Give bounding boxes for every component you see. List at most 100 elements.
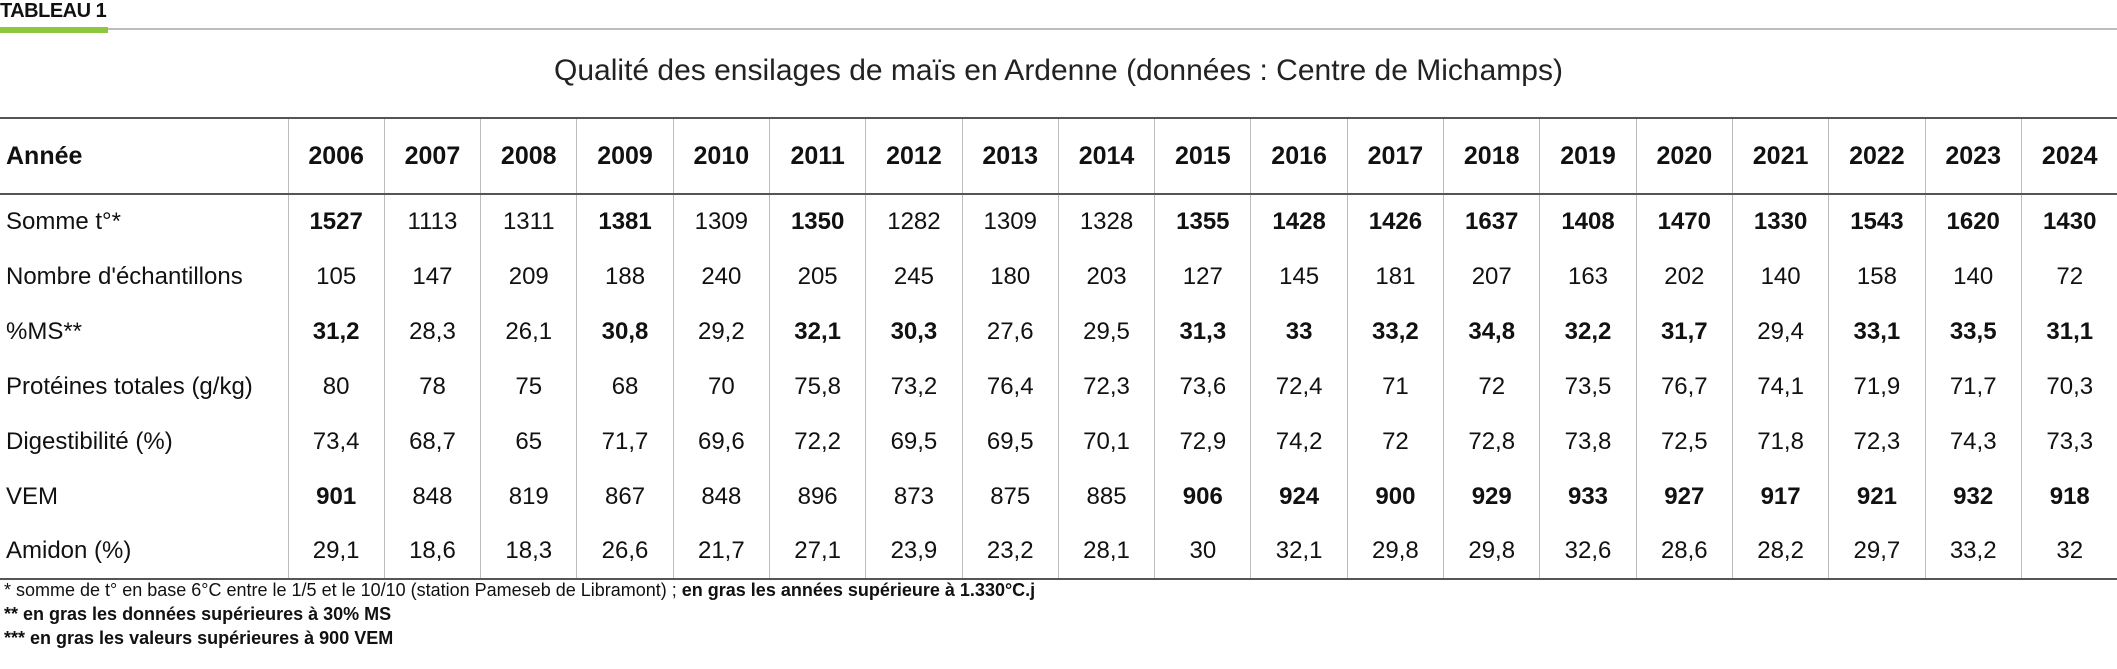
table-cell: 188 bbox=[576, 249, 674, 304]
table-cell: 819 bbox=[480, 469, 578, 524]
table-cell: 1637 bbox=[1443, 194, 1541, 249]
column-header-year: 2020 bbox=[1636, 117, 1733, 195]
data-table: Année 2006 2007 2008 2009 2010 2011 2012 2013 201… bbox=[0, 117, 2117, 580]
table-cell: 1543 bbox=[1828, 194, 1926, 249]
table-cell: 78 bbox=[384, 359, 482, 414]
table-cell: 73,4 bbox=[288, 414, 385, 469]
table-cell: 26,1 bbox=[480, 304, 578, 359]
table-cell: 867 bbox=[576, 469, 674, 524]
table-cell: 34,8 bbox=[1443, 304, 1541, 359]
column-header-year: 2015 bbox=[1154, 117, 1252, 195]
table-cell: 901 bbox=[288, 469, 385, 524]
column-header-year: 2013 bbox=[962, 117, 1059, 195]
table-cell: 933 bbox=[1539, 469, 1637, 524]
table-cell: 71,7 bbox=[1925, 359, 2022, 414]
column-header-year: 2022 bbox=[1828, 117, 1926, 195]
table-cell: 32,6 bbox=[1539, 524, 1637, 580]
table-row: VEM 901 848 819 867 848 896 873 875 885 906 924 900 9… bbox=[0, 469, 2117, 524]
table-cell: 1428 bbox=[1250, 194, 1348, 249]
table-cell: 105 bbox=[288, 249, 385, 304]
footnote-1: * somme de t° en base 6°C entre le 1/5 e… bbox=[4, 578, 1035, 602]
column-header-year: 2012 bbox=[865, 117, 963, 195]
column-header-year: 2008 bbox=[480, 117, 578, 195]
column-header-year: 2010 bbox=[673, 117, 770, 195]
table-cell: 918 bbox=[2049, 482, 2090, 510]
table-row: %MS** 31,2 28,3 26,1 30,8 29,2 32,1 30,3 27,6 29,… bbox=[0, 304, 2117, 359]
row-label: Digestibilité (%) bbox=[0, 414, 289, 469]
table-cell: 1350 bbox=[769, 194, 867, 249]
table-cell: 72,5 bbox=[1636, 414, 1733, 469]
table-cell: 906 bbox=[1154, 469, 1252, 524]
table-cell: 207 bbox=[1443, 249, 1541, 304]
table-cell: 70 bbox=[673, 359, 770, 414]
table-cell: 29,8 bbox=[1347, 524, 1445, 580]
row-label: Nombre d'échantillons bbox=[0, 249, 289, 304]
table-cell: 127 bbox=[1154, 249, 1252, 304]
table-cell: 73,5 bbox=[1539, 359, 1637, 414]
footnotes: * somme de t° en base 6°C entre le 1/5 e… bbox=[4, 578, 1035, 650]
table-cell: 1430 bbox=[2043, 208, 2097, 235]
column-header-year: 2023 bbox=[1925, 117, 2022, 195]
table-cell: 932 bbox=[1925, 469, 2022, 524]
table-cell: 27,1 bbox=[769, 524, 867, 580]
table-cell: 71,7 bbox=[576, 414, 674, 469]
table-cell: 32,1 bbox=[1250, 524, 1348, 580]
table-cell: 31,7 bbox=[1636, 304, 1733, 359]
table-cell: 32,1 bbox=[769, 304, 867, 359]
header-divider bbox=[0, 28, 2117, 30]
table-cell: 27,6 bbox=[962, 304, 1059, 359]
table-cell: 28,1 bbox=[1058, 524, 1156, 580]
column-header-year: 2024 bbox=[2021, 117, 2117, 195]
table-cell: 29,7 bbox=[1828, 524, 1926, 580]
column-header-year: 2017 bbox=[1347, 117, 1445, 195]
column-header-year: 2019 bbox=[1539, 117, 1637, 195]
table-title: Qualité des ensilages de maïs en Ardenne… bbox=[554, 54, 1563, 87]
table-cell: 1355 bbox=[1154, 194, 1252, 249]
table-cell: 1470 bbox=[1636, 194, 1733, 249]
table-cell: 33 bbox=[1250, 304, 1348, 359]
table-cell: 1620 bbox=[1925, 194, 2022, 249]
table-row: Amidon (%) 29,1 18,6 18,3 26,6 21,7 27,1 23,9 23… bbox=[0, 524, 2117, 580]
table-cell: 18,6 bbox=[384, 524, 482, 580]
table-cell: 73,3 bbox=[2046, 427, 2094, 455]
table-cell: 29,1 bbox=[288, 524, 385, 580]
table-cell: 76,7 bbox=[1636, 359, 1733, 414]
table-cell: 30,3 bbox=[865, 304, 963, 359]
column-header-year: 2006 bbox=[288, 117, 385, 195]
table-cell: 28,2 bbox=[1732, 524, 1830, 580]
column-header-year: 2021 bbox=[1732, 117, 1830, 195]
table-cell: 29,2 bbox=[673, 304, 770, 359]
table-cell: 900 bbox=[1347, 469, 1445, 524]
table-cell: 75 bbox=[480, 359, 578, 414]
table-cell: 73,2 bbox=[865, 359, 963, 414]
table-cell: 23,2 bbox=[962, 524, 1059, 580]
table-cell: 145 bbox=[1250, 249, 1348, 304]
table-cell: 1330 bbox=[1732, 194, 1830, 249]
table-cell: 1282 bbox=[865, 194, 963, 249]
table-cell: 80 bbox=[288, 359, 385, 414]
table-cell: 21,7 bbox=[673, 524, 770, 580]
table-cell: 209 bbox=[480, 249, 578, 304]
table-cell: 203 bbox=[1058, 249, 1156, 304]
data-table-container: Année 2006 2007 2008 2009 2010 2011 2012 2013 201… bbox=[0, 117, 2117, 580]
table-cell: 929 bbox=[1443, 469, 1541, 524]
footnote-1-bold: en gras les années supérieure à 1.330°C.… bbox=[681, 580, 1036, 600]
table-cell: 70,1 bbox=[1058, 414, 1156, 469]
table-cell: 875 bbox=[962, 469, 1059, 524]
table-cell: 72 bbox=[2056, 262, 2084, 290]
table-cell: 1381 bbox=[576, 194, 674, 249]
table-cell: 29,8 bbox=[1443, 524, 1541, 580]
table-cell: 917 bbox=[1732, 469, 1830, 524]
table-cell: 74,1 bbox=[1732, 359, 1830, 414]
table-cell: 924 bbox=[1250, 469, 1348, 524]
table-cell: 1328 bbox=[1058, 194, 1156, 249]
table-cell: 69,5 bbox=[865, 414, 963, 469]
table-cell: 30 bbox=[1154, 524, 1252, 580]
table-cell: 68 bbox=[576, 359, 674, 414]
table-cell: 848 bbox=[673, 469, 770, 524]
table-cell: 72 bbox=[1347, 414, 1445, 469]
table-cell: 158 bbox=[1828, 249, 1926, 304]
row-label: %MS** bbox=[0, 304, 289, 359]
table-cell: 29,4 bbox=[1732, 304, 1830, 359]
table-cell: 72,9 bbox=[1154, 414, 1252, 469]
